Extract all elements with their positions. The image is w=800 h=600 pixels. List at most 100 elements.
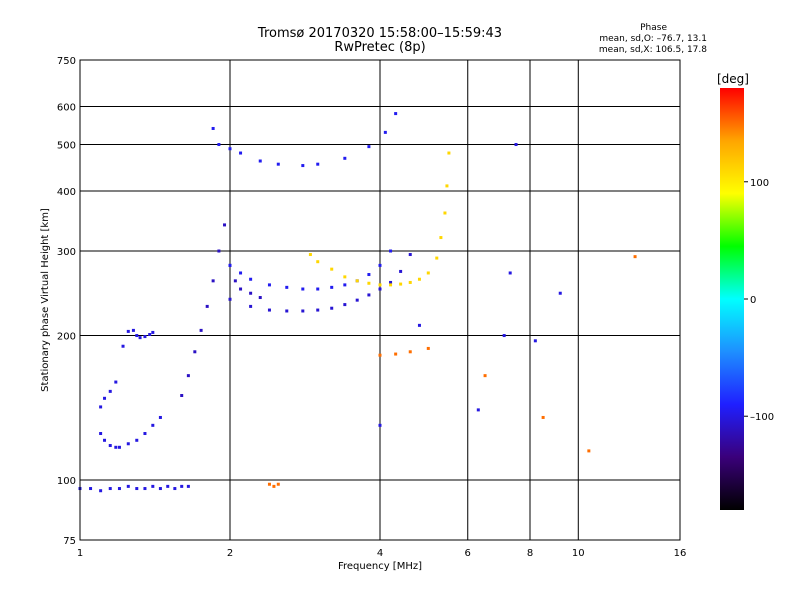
data-point xyxy=(166,484,170,488)
data-point xyxy=(301,287,305,291)
data-point xyxy=(383,130,387,134)
data-point xyxy=(394,112,398,116)
data-point xyxy=(228,297,232,301)
data-point xyxy=(126,442,130,446)
data-point xyxy=(343,283,347,287)
data-point xyxy=(151,484,155,488)
data-point xyxy=(301,164,305,168)
data-point xyxy=(199,328,203,332)
data-point xyxy=(378,263,382,267)
x-tick-label: 16 xyxy=(674,548,687,559)
data-point xyxy=(151,423,155,427)
data-point xyxy=(103,396,107,400)
data-point xyxy=(558,291,562,295)
data-point xyxy=(211,126,215,130)
data-point xyxy=(378,353,382,357)
data-point xyxy=(316,287,320,291)
data-point xyxy=(223,223,227,227)
data-point xyxy=(417,277,421,281)
data-point xyxy=(476,408,480,412)
data-point xyxy=(276,482,280,486)
data-point xyxy=(447,151,451,155)
data-point xyxy=(249,277,253,281)
data-point xyxy=(143,432,147,436)
data-point xyxy=(158,415,162,419)
data-point xyxy=(285,309,289,313)
data-point xyxy=(343,275,347,279)
data-point xyxy=(249,304,253,308)
data-point xyxy=(108,487,112,491)
chart-title: Tromsø 20170320 15:58:00–15:59:43 xyxy=(257,26,503,41)
data-point xyxy=(408,350,412,354)
data-point xyxy=(533,339,537,343)
data-point xyxy=(114,445,118,449)
y-tick-label: 200 xyxy=(57,332,76,343)
data-point xyxy=(367,273,371,277)
data-point xyxy=(426,346,430,350)
data-point xyxy=(173,487,177,491)
data-point xyxy=(151,330,155,334)
data-point xyxy=(89,487,93,491)
data-point xyxy=(138,336,142,340)
y-tick-label: 300 xyxy=(57,247,76,258)
x-tick-label: 1 xyxy=(77,548,83,559)
data-point xyxy=(541,415,545,419)
data-point xyxy=(211,279,215,283)
data-point xyxy=(316,308,320,312)
data-point xyxy=(378,287,382,291)
data-point xyxy=(417,323,421,327)
data-point xyxy=(355,298,359,302)
data-point xyxy=(316,260,320,264)
data-point xyxy=(239,151,243,155)
data-point xyxy=(445,184,449,188)
data-point xyxy=(330,285,334,289)
x-tick-label: 10 xyxy=(572,548,585,559)
data-point xyxy=(267,283,271,287)
data-point xyxy=(272,484,276,488)
data-point xyxy=(378,283,382,287)
stats-x-mode: mean, sd,X: 106.5, 17.8 xyxy=(598,45,707,55)
colorbar: [deg] 100 0 –100 xyxy=(717,72,774,510)
data-point xyxy=(389,280,393,284)
data-point xyxy=(103,438,107,442)
data-point xyxy=(389,283,393,287)
data-point xyxy=(308,253,312,257)
data-point xyxy=(267,308,271,312)
data-point xyxy=(343,156,347,160)
colorbar-tick-label: 0 xyxy=(750,295,756,306)
data-point xyxy=(633,255,637,259)
data-point xyxy=(135,438,139,442)
data-point xyxy=(228,263,232,267)
x-tick-label: 4 xyxy=(377,548,383,559)
data-point xyxy=(343,303,347,307)
data-point xyxy=(108,444,112,448)
data-point xyxy=(408,253,412,257)
data-point xyxy=(180,394,184,398)
data-point xyxy=(502,334,506,338)
x-axis-ticks: 1 2 4 6 8 10 16 xyxy=(77,548,687,559)
colorbar-tick-label: 100 xyxy=(750,178,769,189)
y-tick-label: 100 xyxy=(57,476,76,487)
data-point xyxy=(117,445,121,449)
colorbar-ticks: 100 0 –100 xyxy=(744,178,774,423)
data-point xyxy=(258,159,262,163)
data-point xyxy=(587,449,591,453)
data-point xyxy=(99,489,103,493)
data-point xyxy=(158,487,162,491)
data-point xyxy=(258,296,262,300)
data-point xyxy=(186,484,190,488)
x-axis-label: Frequency [MHz] xyxy=(338,561,422,572)
data-point xyxy=(267,482,271,486)
data-point xyxy=(399,269,403,273)
colorbar-unit: [deg] xyxy=(717,72,749,86)
x-tick-label: 8 xyxy=(527,548,533,559)
data-point xyxy=(117,487,121,491)
data-point xyxy=(285,285,289,289)
scatter-points xyxy=(78,112,637,493)
data-point xyxy=(239,287,243,291)
data-point xyxy=(126,484,130,488)
data-point xyxy=(148,332,152,336)
data-point xyxy=(249,291,253,295)
data-point xyxy=(217,249,221,253)
